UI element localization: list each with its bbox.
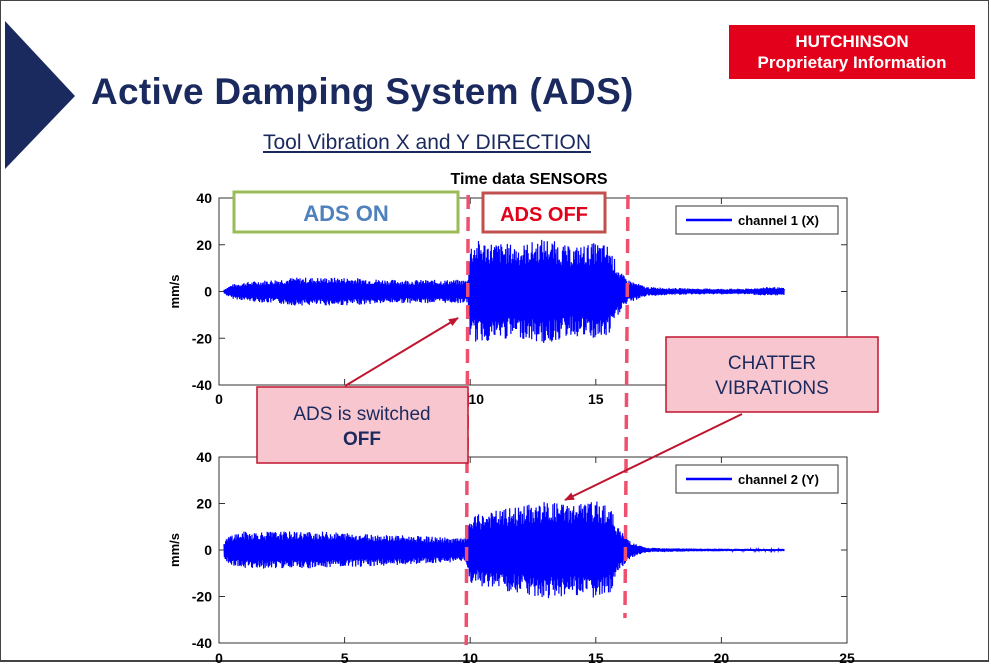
- legend-box: [675, 205, 839, 235]
- legend-label: channel 1 (X): [738, 213, 819, 228]
- x-tick-label: 15: [588, 650, 604, 666]
- page-title: Active Damping System (ADS): [91, 71, 634, 112]
- ads-off-label: ADS OFF: [500, 204, 588, 226]
- y-tick-label: 20: [196, 496, 212, 512]
- stop-marker-line: [623, 194, 630, 619]
- signal-trace-2: [223, 501, 785, 599]
- switched-off-arrow: [344, 317, 459, 387]
- ads-off-box: [481, 191, 607, 234]
- y-tick-label: 40: [196, 449, 212, 465]
- y-tick-label: 20: [196, 237, 212, 253]
- x-tick-label: 0: [215, 391, 223, 407]
- legend-label: channel 2 (Y): [738, 472, 819, 487]
- ads-on-box: [232, 190, 460, 234]
- y-axis-label: mm/s: [167, 275, 182, 309]
- x-tick-label: 5: [341, 650, 349, 666]
- chatter-arrow: [564, 413, 743, 501]
- chatter-text-line2: VIBRATIONS: [715, 378, 829, 399]
- y-tick-label: -20: [192, 589, 212, 605]
- y-tick-label: 0: [204, 284, 212, 300]
- y-tick-label: 40: [196, 190, 212, 206]
- y-tick-label: -40: [192, 635, 212, 651]
- x-tick-label: 10: [468, 391, 484, 407]
- ads-on-label: ADS ON: [303, 201, 389, 226]
- x-tick-label: 10: [462, 650, 478, 666]
- badge-line-info: Proprietary Information: [757, 53, 947, 72]
- y-tick-label: -40: [192, 377, 212, 393]
- switched-off-text-line2: OFF: [343, 429, 381, 450]
- chatter-text-line1: CHATTER: [728, 353, 816, 374]
- chatter-callout: [665, 336, 879, 413]
- corner-triangle-decoration: [5, 21, 75, 169]
- signal-trace-1: [223, 239, 785, 343]
- x-tick-label: 0: [215, 650, 223, 666]
- badge-line-company: HUTCHINSON: [795, 32, 909, 51]
- y-tick-label: -20: [192, 330, 212, 346]
- x-tick-label: 25: [839, 650, 855, 666]
- page-subtitle: Tool Vibration X and Y DIRECTION: [263, 131, 591, 154]
- x-tick-label: 15: [588, 391, 604, 407]
- chart-title: Time data SENSORS: [450, 171, 607, 188]
- x-tick-label: 20: [714, 650, 730, 666]
- switched-off-text-line1: ADS is switched: [293, 404, 430, 425]
- switched-off-callout: [256, 386, 469, 464]
- y-tick-label: 0: [204, 542, 212, 558]
- y-axis-label: mm/s: [167, 533, 182, 567]
- proprietary-badge: HUTCHINSON Proprietary Information: [729, 25, 975, 79]
